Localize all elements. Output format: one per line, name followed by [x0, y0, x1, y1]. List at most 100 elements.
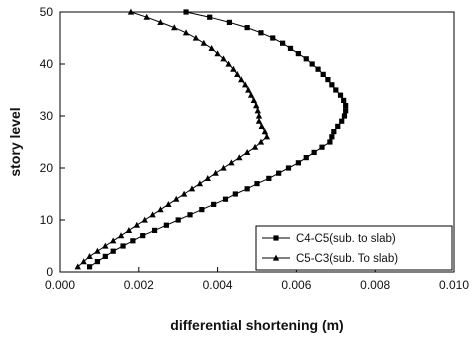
- data-point: [180, 190, 188, 197]
- data-point: [211, 201, 217, 207]
- data-point: [319, 144, 325, 150]
- legend-label: C4-C5(sub. to slab): [296, 233, 396, 245]
- data-point: [149, 211, 156, 218]
- data-point: [171, 24, 178, 31]
- data-point: [228, 159, 235, 166]
- data-point: [74, 263, 81, 270]
- data-point: [276, 170, 282, 176]
- data-point: [140, 233, 146, 239]
- data-point: [102, 253, 108, 259]
- data-point: [343, 103, 349, 109]
- y-tick-label: 50: [40, 5, 54, 19]
- data-point: [261, 128, 269, 135]
- data-point: [303, 56, 309, 62]
- data-point: [130, 238, 136, 244]
- x-tick-label: 0.010: [439, 278, 469, 292]
- y-axis: 0 10 20 30 40 50: [40, 5, 65, 279]
- x-tick-label: 0.004: [203, 278, 233, 292]
- data-point: [329, 134, 335, 140]
- data-point: [258, 123, 265, 129]
- data-point: [287, 45, 294, 51]
- x-axis-title: differential shortening (m): [170, 317, 343, 333]
- data-point: [220, 164, 227, 171]
- x-tick-label: 0.000: [45, 278, 75, 292]
- data-point: [86, 253, 93, 259]
- data-point: [220, 55, 227, 62]
- data-point: [303, 155, 309, 161]
- y-tick-label: 10: [40, 213, 54, 227]
- data-point: [157, 206, 164, 213]
- data-point: [341, 113, 348, 119]
- data-point: [86, 264, 93, 270]
- data-point: [173, 195, 180, 202]
- data-point: [157, 19, 164, 25]
- data-point: [285, 165, 292, 171]
- data-point: [255, 117, 263, 124]
- x-tick-label: 0.008: [360, 278, 390, 292]
- data-point: [254, 181, 260, 187]
- y-tick-label: 30: [40, 109, 54, 123]
- series-layer: [74, 8, 349, 270]
- data-point: [230, 65, 237, 72]
- data-point: [270, 35, 276, 41]
- data-point: [120, 243, 126, 249]
- data-point: [238, 76, 245, 83]
- series-line: [77, 11, 268, 268]
- data-point: [263, 133, 271, 140]
- data-point: [245, 86, 252, 93]
- data-point: [325, 77, 331, 83]
- data-point: [94, 247, 101, 254]
- y-tick-label: 20: [40, 161, 54, 175]
- data-point: [204, 175, 211, 181]
- data-point: [143, 13, 150, 20]
- data-point: [335, 123, 341, 129]
- data-point: [196, 180, 204, 187]
- data-point: [251, 143, 259, 150]
- data-point: [266, 175, 272, 181]
- data-point: [188, 185, 196, 192]
- data-point: [165, 201, 172, 207]
- legend-entry: C4-C5(sub. to slab): [262, 233, 396, 245]
- data-point: [125, 227, 133, 233]
- data-point: [250, 97, 258, 103]
- data-point: [241, 81, 249, 88]
- x-axis: 0.000 0.002 0.004 0.006 0.008 0.010: [45, 267, 469, 292]
- data-point: [117, 232, 125, 239]
- data-point: [331, 129, 337, 135]
- legend-entry: C5-C3(sub. To slab): [262, 253, 398, 265]
- data-point: [214, 50, 221, 57]
- data-point: [244, 186, 250, 192]
- data-point: [329, 82, 335, 88]
- legend-label: C5-C3(sub. To slab): [296, 253, 398, 265]
- data-point: [133, 221, 141, 228]
- data-point: [234, 71, 241, 77]
- legend-box: [255, 225, 453, 271]
- data-point: [257, 138, 265, 145]
- data-point: [102, 242, 109, 249]
- data-point: [226, 19, 233, 25]
- data-point: [182, 29, 190, 36]
- data-point: [339, 118, 345, 124]
- data-point: [141, 216, 148, 223]
- data-point: [127, 8, 135, 15]
- data-point: [320, 71, 326, 77]
- data-point: [315, 66, 321, 72]
- data-point: [295, 160, 301, 166]
- data-point: [247, 91, 255, 98]
- data-point: [175, 217, 181, 223]
- data-point: [311, 149, 317, 155]
- data-point: [243, 149, 251, 155]
- data-point: [337, 92, 344, 98]
- data-point: [109, 237, 117, 244]
- data-point: [244, 25, 250, 31]
- data-point: [94, 259, 101, 265]
- series-1: [86, 9, 349, 270]
- x-tick-label: 0.006: [281, 278, 311, 292]
- data-point: [309, 61, 315, 67]
- y-tick-label: 40: [40, 57, 54, 71]
- data-point: [80, 258, 87, 265]
- data-point: [255, 112, 263, 119]
- data-point: [207, 14, 213, 20]
- legend-marker: [273, 235, 279, 241]
